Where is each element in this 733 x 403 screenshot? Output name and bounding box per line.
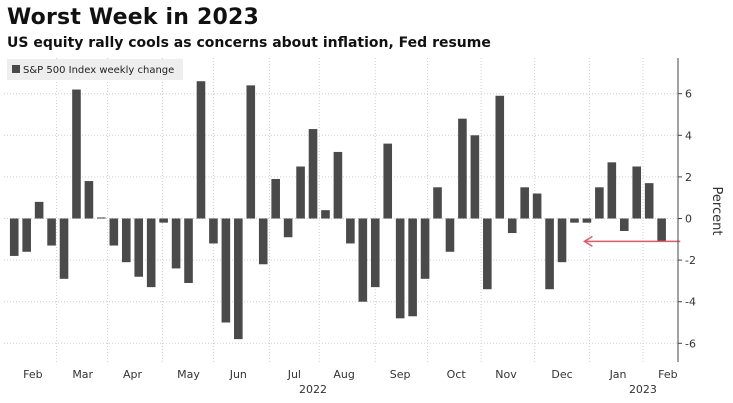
x-tick-label: Dec — [551, 368, 572, 381]
annotation-arrow — [583, 235, 681, 248]
bar — [532, 193, 542, 219]
y-tick-label: -6 — [685, 337, 696, 350]
bar — [483, 218, 492, 290]
y-tick-label: -2 — [685, 254, 696, 267]
bar — [34, 201, 44, 219]
x-axis-labels: Feb Mar Apr May Jun Jul Aug Sep Oct Nov Dec Jan Feb2… — [23, 368, 677, 396]
bar — [420, 218, 430, 279]
y-tick-label: 2 — [685, 171, 692, 184]
y-tick-label: 6 — [685, 88, 692, 101]
x-tick-label: Oct — [447, 368, 467, 381]
bar — [121, 218, 131, 263]
bar — [246, 85, 256, 219]
bar — [570, 218, 579, 223]
arrow-head — [583, 235, 593, 248]
bar — [657, 218, 666, 242]
bar — [507, 218, 517, 234]
bar — [271, 178, 280, 219]
bar — [283, 218, 293, 238]
bar — [458, 118, 467, 219]
bar — [383, 143, 393, 219]
bar — [632, 166, 642, 219]
legend-box — [7, 59, 183, 80]
x-tick-label: Jul — [287, 368, 301, 381]
x-tick-label: Mar — [72, 368, 93, 381]
bar — [109, 218, 119, 246]
x-tick-label: Aug — [333, 368, 354, 381]
bar — [22, 218, 31, 252]
legend: S&P 500 Index weekly change — [7, 59, 183, 80]
y-tick-label: 4 — [685, 129, 692, 142]
y-axis-ticks: -6 -4 -2 0 2 4 6 — [678, 88, 696, 350]
bar — [84, 181, 94, 219]
bar — [47, 218, 56, 246]
bar — [545, 218, 554, 290]
bar — [520, 187, 529, 219]
bar — [408, 218, 417, 317]
bar — [209, 218, 218, 244]
x-tick-label: Sep — [390, 368, 411, 381]
bar — [346, 218, 355, 244]
bar — [395, 218, 405, 319]
x-tick-label: Jun — [229, 368, 247, 381]
bar — [184, 218, 193, 283]
bar — [9, 218, 19, 256]
bar — [308, 129, 318, 219]
legend-label: S&P 500 Index weekly change — [23, 65, 174, 76]
x-tick-label: Feb — [658, 368, 677, 381]
bar — [470, 135, 480, 219]
bar — [146, 218, 156, 288]
bar — [258, 218, 268, 265]
x-tick-label: Nov — [495, 368, 517, 381]
x-year-label: 2023 — [629, 383, 657, 396]
x-tick-label: Jan — [609, 368, 627, 381]
bar — [333, 151, 343, 219]
y-axis-label: Percent — [709, 187, 724, 236]
bar — [370, 218, 380, 288]
bar — [196, 81, 206, 219]
y-tick-label: 0 — [685, 213, 692, 226]
bar — [445, 218, 455, 252]
x-tick-label: May — [177, 368, 200, 381]
chart-title: Worst Week in 2023 — [7, 5, 260, 30]
bar — [221, 218, 231, 323]
bar — [557, 218, 567, 263]
bar — [321, 210, 330, 219]
x-tick-label: Feb — [23, 368, 42, 381]
bar — [495, 95, 505, 219]
bar — [644, 183, 654, 219]
bar — [234, 218, 243, 340]
bar — [134, 218, 144, 277]
legend-swatch — [12, 65, 20, 73]
bar — [619, 218, 629, 231]
x-tick-label: Apr — [123, 368, 143, 381]
bar — [582, 218, 592, 223]
bar — [59, 218, 69, 279]
bar — [97, 217, 106, 219]
bar — [358, 218, 368, 302]
bar — [72, 89, 81, 219]
x-year-label: 2022 — [299, 383, 327, 396]
bars — [9, 81, 666, 340]
bar — [595, 187, 604, 219]
bar — [171, 218, 181, 269]
chart-subtitle: US equity rally cools as concerns about … — [7, 35, 491, 51]
bar — [159, 218, 168, 223]
bar — [433, 187, 442, 219]
y-tick-label: -4 — [685, 296, 696, 309]
bar — [296, 166, 305, 219]
bar — [607, 162, 617, 219]
